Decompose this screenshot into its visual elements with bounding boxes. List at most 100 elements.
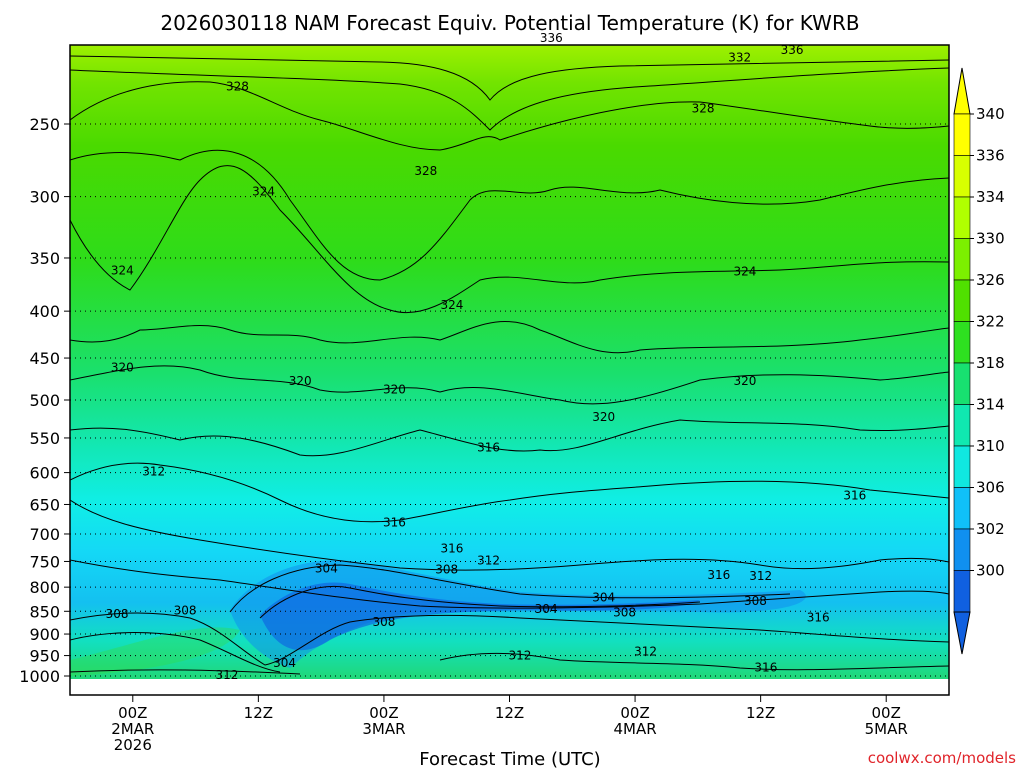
contour-line [259, 585, 701, 619]
contour-line [70, 365, 949, 405]
colorbar-swatch [953, 487, 971, 530]
contour-label: 320 [733, 374, 756, 388]
contour-label-text: 312 [749, 569, 772, 583]
contour-line [70, 55, 949, 101]
contour-label-text: 336 [781, 43, 804, 57]
field-background [70, 45, 949, 679]
contour-label-text: 320 [111, 361, 134, 375]
x-tick-label: 00Z [118, 704, 147, 722]
cold-pool-region [230, 560, 806, 668]
contour-label: 328 [692, 101, 715, 115]
contour-label: 316 [807, 611, 830, 625]
contour-label: 312 [509, 648, 532, 662]
x-tick-label: 00Z [620, 704, 649, 722]
contour-label-text: 308 [613, 606, 636, 620]
contour-label-text: 312 [477, 553, 500, 567]
contour-label: 328 [414, 164, 437, 178]
contour-line [70, 499, 949, 571]
contour-label-text: 336 [540, 31, 563, 45]
contour-label-text: 308 [106, 607, 129, 621]
contour-label-text: 328 [226, 79, 249, 93]
y-tick-label: 950 [29, 647, 60, 666]
contour-line [70, 81, 949, 151]
colorbar-label: 314 [976, 396, 1005, 414]
plot-area [70, 45, 949, 679]
contour-label: 304 [315, 561, 338, 575]
colorbar-top-arrow [953, 67, 971, 115]
contour-labels: 336 336 332 328 328 328 324 324 324 324 320 320 320 3… [106, 31, 867, 682]
contour-label: 316 [440, 542, 463, 556]
colorbar-label: 326 [976, 271, 1005, 289]
contour-label: 324 [440, 298, 463, 312]
contour-label-text: 324 [111, 263, 134, 277]
colorbar-label: 322 [976, 313, 1005, 331]
colorbar-swatch [953, 445, 971, 488]
y-tick-label: 750 [29, 552, 60, 571]
contour-label: 320 [289, 374, 312, 388]
contour-lines [70, 55, 949, 675]
contour-label: 312 [634, 645, 657, 659]
contour-label: 316 [843, 488, 866, 502]
x-axis-label: Forecast Time (UTC) [419, 749, 600, 768]
contour-line [70, 149, 949, 281]
contour-label: 308 [435, 562, 458, 576]
contour-label: 320 [383, 382, 406, 396]
x-tick-label: 00Z [369, 704, 398, 722]
colorbar-label: 334 [976, 188, 1005, 206]
colorbar-swatch [953, 528, 971, 571]
contour-label: 324 [733, 264, 756, 278]
contour-label: 312 [477, 553, 500, 567]
contour-label-text: 316 [807, 611, 830, 625]
contour-label-text: 312 [634, 645, 657, 659]
x-tick-label: 5MAR [865, 720, 908, 738]
contour-label: 316 [707, 568, 730, 582]
contour-label-text: 320 [289, 374, 312, 388]
colorbar: 340 336 334 330 326 322 318 314 310 306 302 300 [953, 67, 1005, 655]
y-tick-label: 850 [29, 602, 60, 621]
cold-core-region [260, 582, 700, 651]
colorbar-swatch [953, 362, 971, 405]
contour-label-text: 308 [744, 594, 767, 608]
colorbar-label: 300 [976, 562, 1005, 580]
y-tick-label: 700 [29, 525, 60, 544]
contour-label: 312 [142, 465, 165, 479]
contour-label-text: 312 [142, 465, 165, 479]
x-tick-label: 12Z [746, 704, 775, 722]
y-tick-label: 800 [29, 578, 60, 597]
contour-label-text: 316 [707, 568, 730, 582]
x-tick-label: 2MAR [111, 720, 154, 738]
colorbar-label: 306 [976, 479, 1005, 497]
contour-label: 336 [540, 31, 563, 45]
contour-label-text: 328 [414, 164, 437, 178]
contour-label: 308 [613, 606, 636, 620]
contour-line [439, 652, 949, 671]
contour-line [70, 612, 949, 666]
contour-label: 308 [372, 615, 395, 629]
contour-label-text: 324 [440, 298, 463, 312]
contour-label-text: 304 [535, 602, 558, 616]
x-tick-label: 4MAR [613, 720, 656, 738]
colorbar-swatch [953, 570, 971, 613]
colorbar-label: 318 [976, 354, 1005, 372]
x-tick-label: 12Z [495, 704, 524, 722]
contour-label-text: 304 [273, 656, 296, 670]
contour-label-text: 320 [383, 382, 406, 396]
contour-label: 312 [216, 668, 239, 682]
contour-line [70, 669, 301, 675]
y-tick-label: 600 [29, 464, 60, 483]
y-tick-label: 450 [29, 349, 60, 368]
contour-label-text: 320 [733, 374, 756, 388]
colorbar-bottom-arrow [953, 611, 971, 655]
contour-label-text: 328 [692, 101, 715, 115]
contour-line [70, 559, 949, 609]
contour-line [70, 321, 949, 354]
contour-label-text: 316 [383, 516, 406, 530]
contour-label-text: 308 [174, 603, 197, 617]
contour-label: 316 [383, 516, 406, 530]
contour-label-text: 304 [315, 561, 338, 575]
colorbar-swatch [953, 113, 971, 156]
contour-label: 308 [174, 603, 197, 617]
contour-label-text: 304 [592, 590, 615, 604]
contour-label-text: 308 [435, 562, 458, 576]
